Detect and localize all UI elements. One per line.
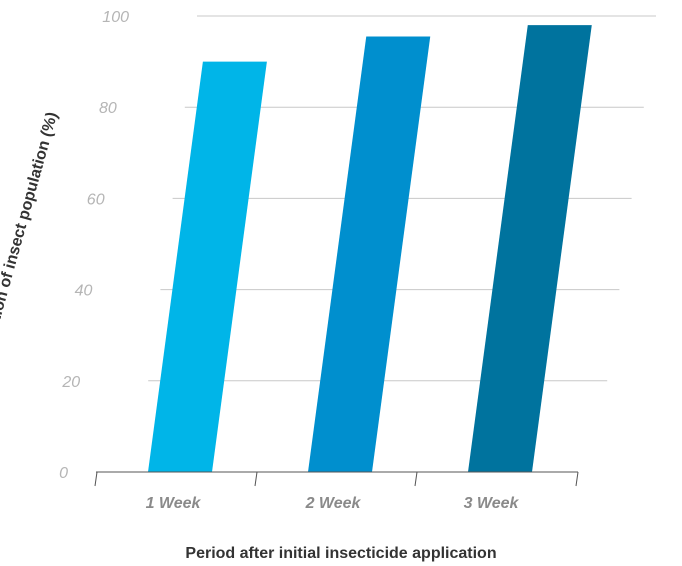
x-axis xyxy=(94,471,579,487)
x-tick xyxy=(414,471,418,487)
x-axis-title: Period after initial insecticide applica… xyxy=(185,545,496,562)
bar xyxy=(148,61,267,472)
x-tick-label: 3 Week xyxy=(464,495,520,512)
y-tick-label: 80 xyxy=(99,100,117,117)
x-tick-labels: 1 Week 2 Week 3 Week xyxy=(146,495,520,512)
y-tick-label: 0 xyxy=(59,465,68,482)
bar xyxy=(468,25,592,473)
y-tick-label: 20 xyxy=(61,374,80,391)
y-tick-label: 40 xyxy=(75,283,93,300)
y-axis-title: Reduction of insect population (%) xyxy=(0,110,61,369)
bars xyxy=(148,25,592,473)
x-tick xyxy=(254,471,258,487)
y-tick-labels: 0 20 40 60 80 100 xyxy=(59,9,129,482)
x-tick-label: 2 Week xyxy=(305,495,362,512)
x-tick xyxy=(94,471,98,487)
y-tick-label: 100 xyxy=(102,9,129,26)
x-tick-label: 1 Week xyxy=(146,495,202,512)
y-tick-label: 60 xyxy=(87,191,105,208)
x-tick xyxy=(575,471,579,487)
bar xyxy=(308,36,431,473)
